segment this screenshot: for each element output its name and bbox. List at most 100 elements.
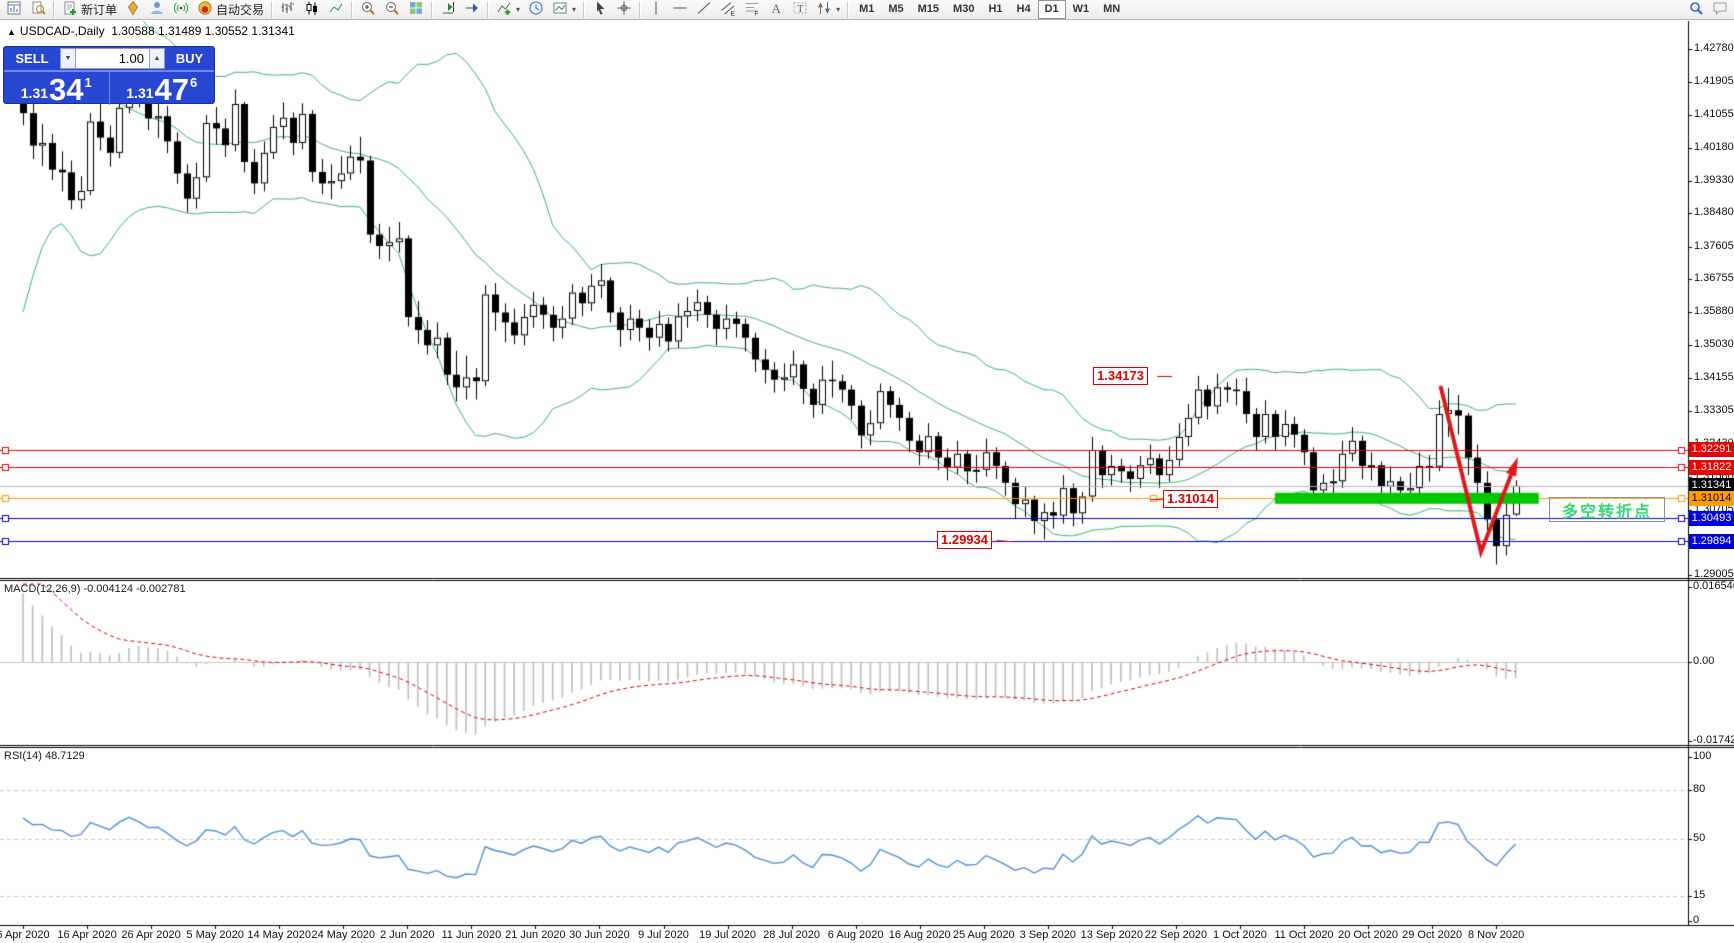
shift-end-button[interactable] xyxy=(436,0,460,20)
macd-axis-label: 0.00 xyxy=(1693,655,1715,667)
text-button[interactable]: A xyxy=(764,0,788,20)
date-axis-label: 19 Jul 2020 xyxy=(699,929,756,941)
toolbar-separator xyxy=(53,1,55,18)
autotrade-label: 自动交易 xyxy=(216,3,265,17)
price-axis-tag: 1.29894 xyxy=(1689,533,1734,549)
cursor-button[interactable] xyxy=(588,0,612,20)
auto-scroll-button[interactable] xyxy=(460,0,484,20)
trendline-button[interactable] xyxy=(692,0,716,20)
hline-button[interactable] xyxy=(668,0,692,20)
price-axis-tag: 1.31341 xyxy=(1689,478,1734,494)
price-axis-tick: 1.34155 xyxy=(1694,371,1734,384)
chart-window-button[interactable] xyxy=(2,0,26,20)
timeframe-M1-button[interactable]: M1 xyxy=(859,3,875,15)
tile-windows-button[interactable] xyxy=(404,0,428,20)
volume-down-button[interactable]: ▼ xyxy=(60,48,76,69)
svg-text:A: A xyxy=(772,1,782,16)
date-axis-label: 9 Jul 2020 xyxy=(638,929,689,941)
zoom-out-button[interactable] xyxy=(380,0,404,20)
symbol-collapse-icon[interactable]: ▲ xyxy=(7,27,16,37)
timeframe-M15-button[interactable]: M15 xyxy=(917,3,940,15)
price-axis-tick: 1.35880 xyxy=(1694,305,1734,318)
rsi-axis-label: 80 xyxy=(1693,782,1706,795)
chat-button[interactable] xyxy=(1708,0,1732,20)
timeframe-H4-button[interactable]: H4 xyxy=(1016,3,1031,15)
price-axis-tick: 1.36755 xyxy=(1694,272,1734,285)
chart-price-annotation[interactable]: 1.31014 xyxy=(1163,490,1218,508)
price-axis-tag: 1.32291 xyxy=(1689,442,1734,458)
seal-button[interactable] xyxy=(121,0,145,20)
zoom-out-icon xyxy=(384,0,400,19)
timeframe-M5-button[interactable]: M5 xyxy=(888,3,904,15)
price-axis-tag: 1.31822 xyxy=(1689,459,1734,475)
channel-button[interactable]: E xyxy=(716,0,740,20)
timeframe-D1-button[interactable]: D1 xyxy=(1037,0,1066,19)
sell-button[interactable]: SELL xyxy=(15,51,49,66)
seal-icon xyxy=(125,0,141,19)
templates-button[interactable]: ▾ xyxy=(548,0,580,20)
clock-button[interactable] xyxy=(524,0,548,20)
zoom-in-icon xyxy=(360,0,376,19)
date-axis-label: 8 Nov 2020 xyxy=(1468,929,1525,941)
date-axis-label: 16 Aug 2020 xyxy=(888,929,951,941)
candle-chart-button[interactable] xyxy=(300,0,324,20)
price-axis-tick: 1.41905 xyxy=(1694,75,1734,88)
templates-dropdown-icon[interactable]: ▾ xyxy=(572,5,577,14)
sell-price[interactable]: 1.31 34 1 xyxy=(4,72,110,105)
arrows-button[interactable]: ▾ xyxy=(812,0,844,20)
fibonacci-button[interactable]: F xyxy=(740,0,764,20)
rsi-axis-label: 100 xyxy=(1693,750,1712,762)
timeframe-MN-button[interactable]: MN xyxy=(1103,3,1121,15)
toolbar-separator xyxy=(271,1,274,18)
buy-price-prefix: 1.31 xyxy=(126,85,154,101)
shift-end-icon xyxy=(440,0,456,19)
buy-price[interactable]: 1.31 47 6 xyxy=(110,72,215,105)
chart-price-annotation[interactable]: 1.29934 xyxy=(937,531,992,549)
volume-field[interactable]: 1.00 xyxy=(76,48,149,69)
buy-price-sup: 6 xyxy=(190,75,198,90)
new-order-button[interactable]: 新订单 xyxy=(58,0,121,20)
search-button[interactable] xyxy=(1684,0,1708,20)
new-order-icon xyxy=(62,0,78,19)
date-axis-label: 26 Apr 2020 xyxy=(121,929,181,941)
crosshair-button[interactable] xyxy=(612,0,636,20)
bars-chart-button[interactable] xyxy=(276,0,300,20)
tile-windows-icon xyxy=(408,0,424,19)
auto-scroll-icon xyxy=(464,0,480,19)
indicators-dropdown-icon[interactable]: ▾ xyxy=(516,5,521,14)
date-axis-label: 30 Jun 2020 xyxy=(569,929,630,941)
volume-stepper: ▼ 1.00 ▲ xyxy=(60,48,165,69)
toolbar-separator xyxy=(639,1,642,18)
price-axis-tag: 1.30493 xyxy=(1689,510,1734,526)
volume-up-button[interactable]: ▲ xyxy=(149,48,165,69)
templates-icon xyxy=(552,0,568,19)
toolbar: 新订单 自动交易 ▾ ▾ E F A T ▾ M1 M5 M15 M30 H1 H4 D1 W1 MN xyxy=(0,0,1734,20)
timeframe-M30-button[interactable]: M30 xyxy=(953,3,975,15)
line-chart-button[interactable] xyxy=(324,0,348,20)
rsi-indicator-label: RSI(14) 48.7129 xyxy=(4,750,85,762)
signal-icon xyxy=(173,0,189,19)
timeframe-W1-button[interactable]: W1 xyxy=(1072,3,1090,15)
date-axis-label: 5 May 2020 xyxy=(186,929,244,941)
price-axis-tick: 1.38480 xyxy=(1694,206,1734,219)
buy-button[interactable]: BUY xyxy=(175,51,204,66)
vline-button[interactable] xyxy=(644,0,668,20)
arrows-dropdown-icon[interactable]: ▾ xyxy=(836,5,841,14)
data-search-button[interactable] xyxy=(26,0,50,20)
rsi-axis-label: 0 xyxy=(1693,914,1700,926)
person-button[interactable] xyxy=(145,0,169,20)
rsi-axis-label: 50 xyxy=(1693,832,1706,844)
text-label-button[interactable]: T xyxy=(788,0,812,20)
autotrade-button[interactable]: 自动交易 xyxy=(193,0,268,20)
date-axis-label: 22 Sep 2020 xyxy=(1144,929,1208,941)
signal-button[interactable] xyxy=(169,0,193,20)
timeframe-H1-button[interactable]: H1 xyxy=(988,3,1003,15)
cn-note-text-annotation[interactable]: 多空转折点 xyxy=(1549,497,1665,522)
zoom-in-button[interactable] xyxy=(356,0,380,20)
date-axis-label: 3 Sep 2020 xyxy=(1019,929,1076,941)
chart-price-annotation[interactable]: 1.34173 xyxy=(1093,367,1148,385)
price-axis-tick: 1.42780 xyxy=(1694,42,1734,54)
indicators-button[interactable]: ▾ xyxy=(492,0,524,20)
price-axis-tick: 1.40180 xyxy=(1694,141,1734,154)
